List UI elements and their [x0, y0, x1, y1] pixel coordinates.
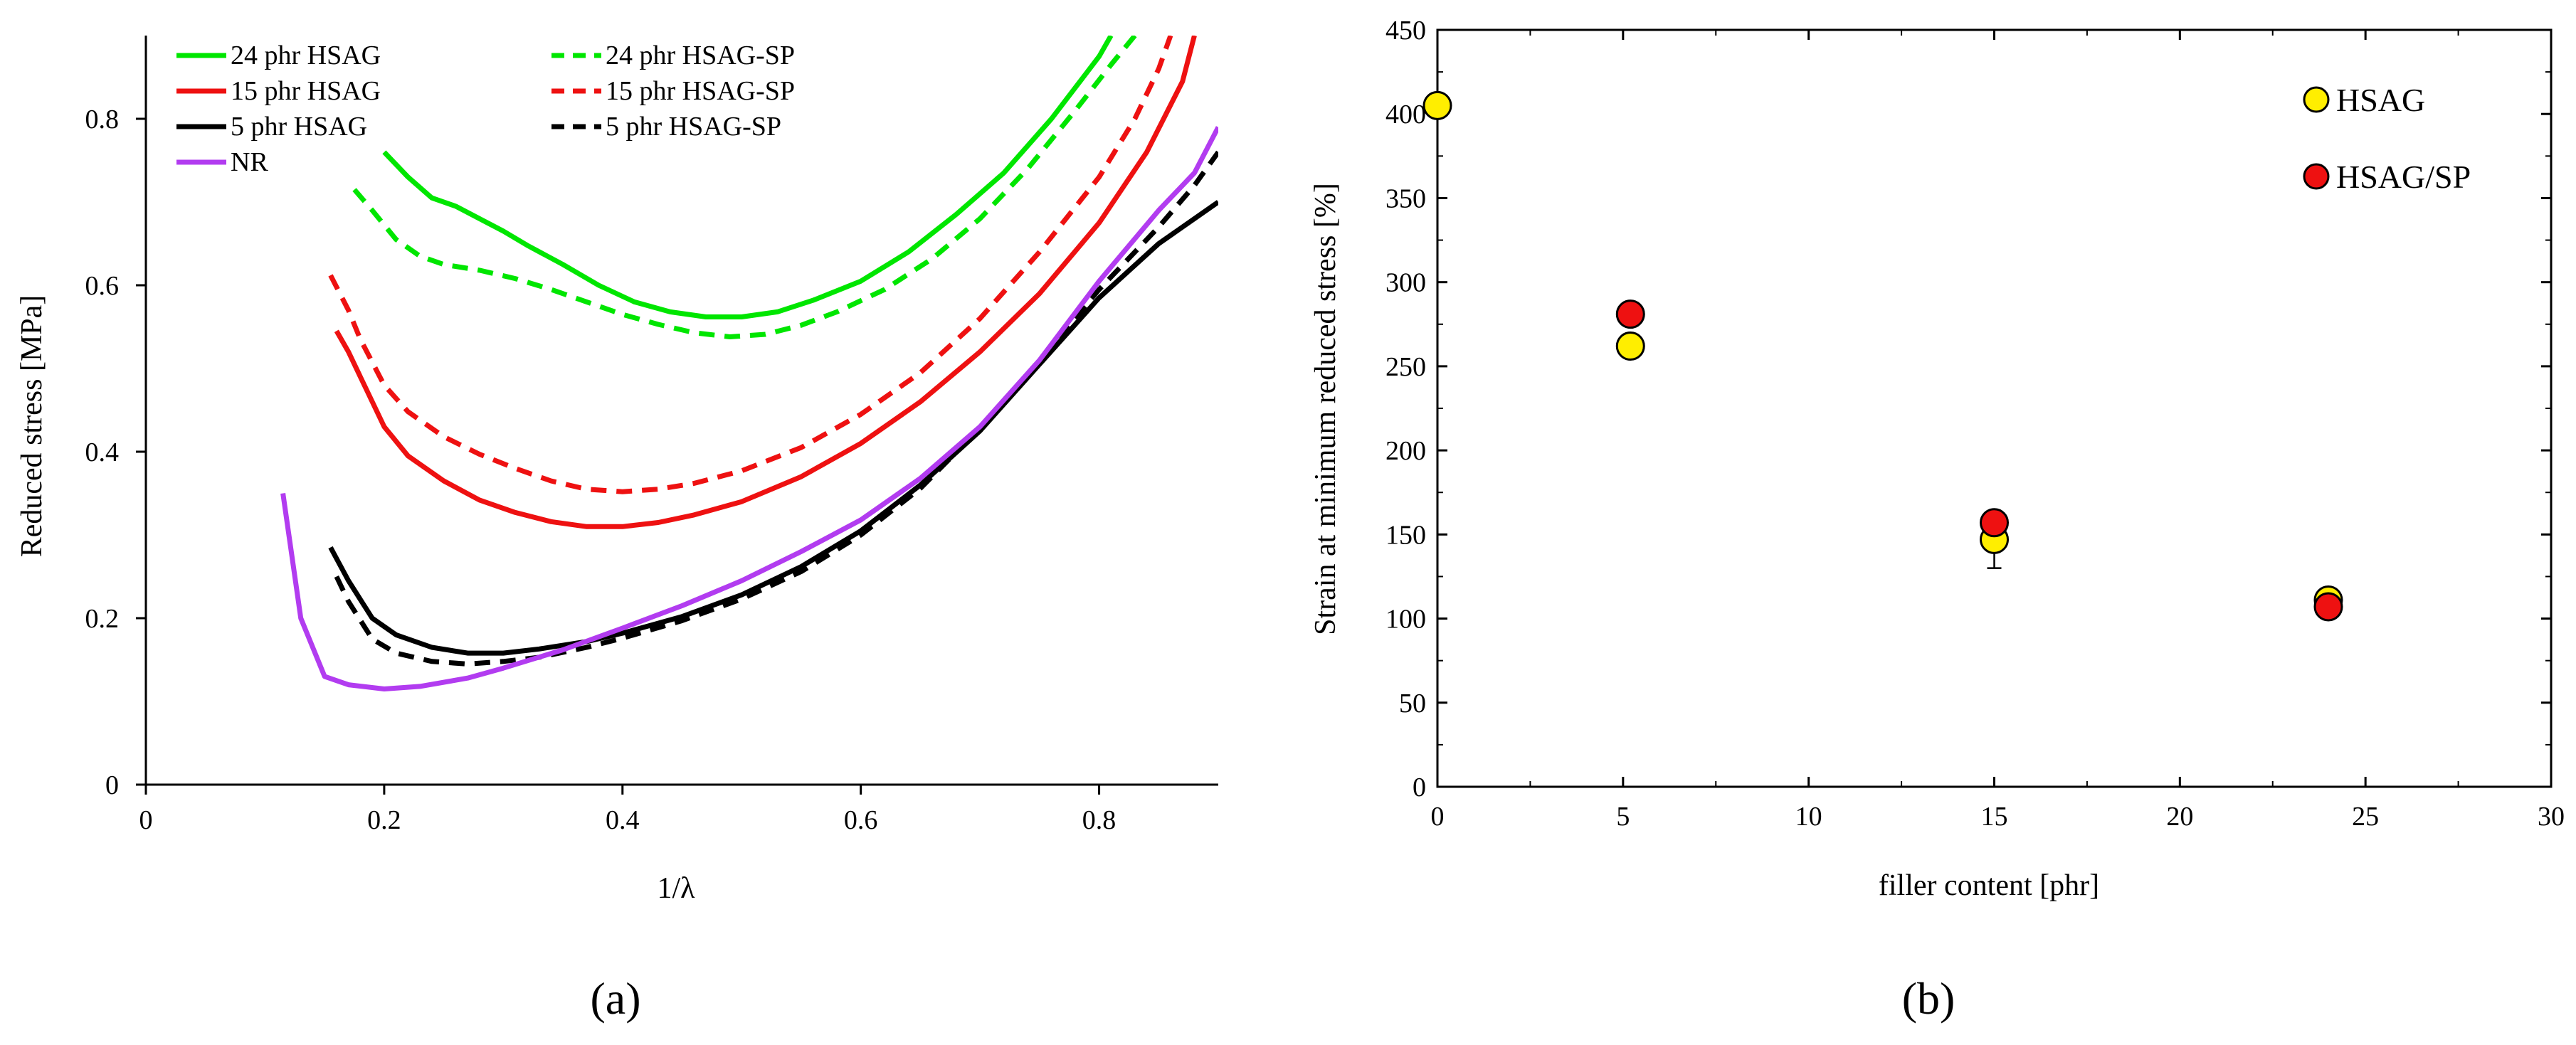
panel-b-y-tick-label: 50	[1399, 689, 1426, 718]
panel-b-plot-frame	[1436, 28, 2553, 788]
legend-label: 5 phr HSAG-SP	[606, 112, 781, 142]
panel-b-chart: 0 5 10 15 20 25 30050100150200250300350400450 …	[1309, 16, 2565, 902]
panel-b-x-tick-label: 5	[1616, 802, 1630, 832]
legend-label: 5 phr HSAG	[231, 112, 367, 142]
panel-a-y-tick-label: 0.6	[85, 271, 120, 301]
panel-a-series-group	[280, 36, 1218, 691]
legend-marker	[2303, 86, 2330, 113]
legend-label: NR	[231, 147, 268, 177]
legend-label: 24 phr HSAG	[231, 41, 381, 70]
panel-b-y-tick-label: 300	[1385, 268, 1426, 298]
panel-a-x-tick-label: 0	[139, 805, 153, 835]
panel-a-x-tick-label: 0.6	[844, 805, 878, 835]
panel-b-legend: HSAG HSAG/SP	[2303, 82, 2471, 195]
data-point-hsag-sp	[2313, 592, 2343, 622]
panel-a-x-tick-label: 0.4	[606, 805, 640, 835]
panel-b-y-tick-label: 350	[1385, 184, 1426, 213]
panel-b-y-tick-label: 150	[1385, 520, 1426, 550]
panel-b-x-tick-label: 25	[2352, 802, 2379, 832]
legend-marker	[2303, 163, 2330, 190]
panel-b-series-group	[1422, 90, 2343, 622]
legend-label: HSAG	[2336, 82, 2425, 118]
panel-a-axes: 0 0.2 0.4 0.6 0.8 0 0.2 0.4 0.6 0.8	[85, 36, 1218, 835]
series-line-24-phr-hsag-sp	[352, 36, 1137, 339]
panel-a-x-axis-title: 1/λ	[657, 872, 695, 905]
panel-b-x-tick-label: 15	[1981, 802, 2008, 832]
data-point-hsag-sp	[1615, 299, 1645, 329]
series-line-5-phr-hsag-sp	[334, 150, 1218, 667]
panel-a-y-tick-label: 0.4	[85, 437, 120, 467]
panel-a-y-axis-title: Reduced stress [MPa]	[16, 295, 48, 558]
panel-b-x-tick-label: 0	[1431, 802, 1445, 832]
panel-b-y-tick-label: 450	[1385, 16, 1426, 46]
series-line-nr	[280, 126, 1218, 691]
panel-a-label: (a)	[590, 973, 640, 1024]
panel-a-chart: 0 0.2 0.4 0.6 0.800.20.40.60.8 24 phr HSAG 24…	[16, 36, 1218, 905]
panel-a-x-tick-label: 0.2	[367, 805, 401, 835]
panel-a-y-tick-label: 0.2	[85, 604, 120, 634]
panel-a-y-tick-label: 0.8	[85, 105, 120, 134]
series-line-5-phr-hsag	[328, 200, 1218, 656]
series-line-15-phr-hsag	[334, 36, 1197, 529]
panel-b-y-axis-title: Strain at minimum reduced stress [%]	[1309, 183, 1342, 635]
series-line-24-phr-hsag	[382, 36, 1114, 319]
data-point-hsag	[1422, 90, 1452, 120]
data-point-hsag	[1615, 331, 1645, 361]
panel-b-x-axis-title: filler content [phr]	[1879, 869, 2099, 902]
panel-b-y-tick-label: 200	[1385, 436, 1426, 466]
panel-a-legend: 24 phr HSAG 24 phr HSAG-SP 15 phr HSAG 15 p…	[176, 41, 795, 177]
legend-label: 24 phr HSAG-SP	[606, 41, 795, 70]
data-point-hsag-sp	[1980, 508, 2009, 538]
panel-b-y-tick-label: 250	[1385, 352, 1426, 382]
legend-label: HSAG/SP	[2336, 159, 2471, 195]
panel-a-y-tick-label: 0	[105, 770, 119, 800]
panel-b-x-tick-label: 10	[1795, 802, 1822, 832]
legend-label: 15 phr HSAG-SP	[606, 76, 795, 106]
panel-b-x-tick-label: 20	[2166, 802, 2193, 832]
panel-b-y-tick-label: 100	[1385, 605, 1426, 635]
panel-a-x-tick-label: 0.8	[1082, 805, 1117, 835]
panel-b-y-tick-label: 0	[1413, 773, 1426, 802]
panel-b-label: (b)	[1902, 973, 1955, 1024]
panel-b-x-tick-label: 30	[2538, 802, 2565, 832]
legend-label: 15 phr HSAG	[231, 76, 381, 106]
panel-b-y-tick-label: 400	[1385, 100, 1426, 129]
